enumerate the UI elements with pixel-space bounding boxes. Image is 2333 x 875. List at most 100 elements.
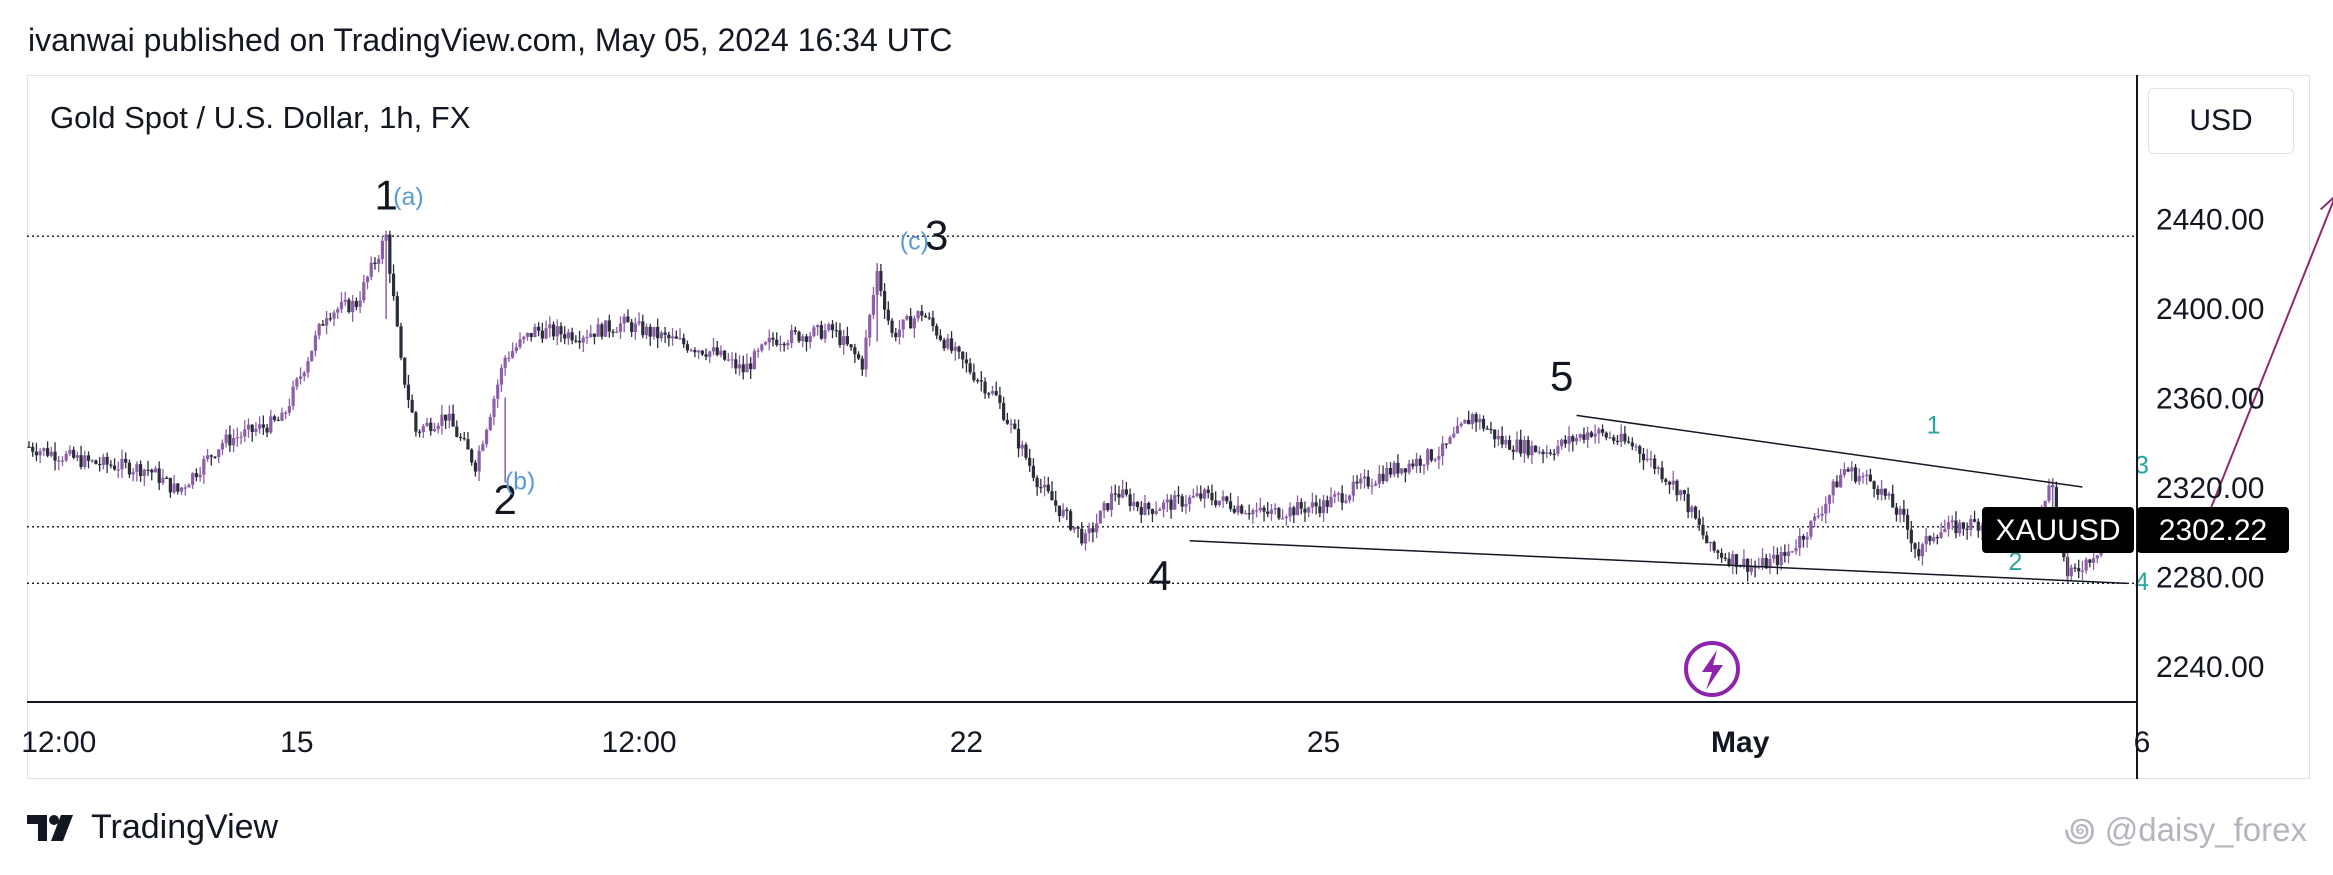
candle-body — [1872, 481, 1876, 489]
candle-body — [1593, 433, 1597, 437]
candle-body — [458, 436, 463, 439]
candle-body — [1656, 467, 1660, 469]
candle-body — [306, 361, 310, 373]
candle-body — [1150, 509, 1155, 514]
candle-body — [1042, 484, 1047, 488]
candle-body — [395, 296, 399, 327]
candle-body — [1355, 481, 1359, 484]
candle-body — [1511, 449, 1515, 452]
candle-body — [816, 325, 820, 328]
candle-body — [1463, 419, 1467, 424]
candle-body — [990, 391, 995, 394]
projection-arrow — [2200, 196, 2333, 533]
candle-body — [1273, 508, 1277, 510]
candle-body — [317, 324, 321, 336]
candle-body — [362, 282, 366, 301]
candle-body — [109, 464, 113, 466]
candle-body — [1162, 502, 1166, 510]
candle-body — [406, 384, 411, 400]
candle-body — [1206, 489, 1210, 493]
candle-body — [1891, 493, 1895, 508]
candle-body — [633, 323, 637, 332]
candle-body — [1809, 520, 1813, 537]
candle-body — [101, 456, 105, 466]
candle-body — [1906, 514, 1910, 530]
candle-body — [1236, 505, 1240, 513]
tradingview-logo[interactable]: TradingView — [27, 808, 278, 847]
candle-body — [544, 328, 548, 339]
candle-body — [27, 446, 31, 448]
candle-body — [953, 346, 957, 351]
candle-body — [1433, 459, 1437, 461]
candle-body — [1827, 495, 1832, 504]
candle-body — [1969, 519, 1973, 530]
wave-label: 2 — [493, 476, 516, 523]
candle-body — [224, 434, 228, 444]
candle-body — [1180, 496, 1184, 507]
candle-body — [168, 477, 172, 493]
flash-badge[interactable] — [1684, 641, 1740, 697]
candle-body — [1333, 494, 1337, 497]
candle-body — [1266, 511, 1270, 514]
candle-body — [856, 354, 861, 359]
candle-body — [1199, 493, 1203, 499]
candle-body — [804, 336, 809, 342]
candle-body — [377, 258, 381, 264]
candle-body — [2092, 558, 2096, 563]
candle-body — [514, 347, 518, 352]
candle-body — [1046, 484, 1050, 492]
candle-body — [1109, 493, 1114, 511]
candle-body — [589, 333, 593, 337]
candle-body — [46, 448, 50, 456]
candle-body — [581, 337, 585, 343]
candle-body — [1481, 418, 1486, 429]
candle-body — [339, 301, 344, 310]
candle-body — [243, 429, 247, 437]
candle-body — [1403, 468, 1407, 473]
candle-body — [1545, 452, 1549, 455]
wave-label: 5 — [1550, 353, 1573, 400]
candle-body — [176, 483, 180, 492]
candle-body — [741, 364, 745, 373]
candle-body — [1556, 446, 1560, 454]
candle-body — [1608, 437, 1612, 439]
candle-body — [838, 330, 842, 345]
candle-body — [410, 399, 414, 413]
candle-body — [57, 460, 61, 462]
candle-body — [1467, 419, 1471, 425]
candle-body — [284, 412, 288, 414]
candle-body — [1303, 508, 1307, 513]
candle-body — [927, 317, 931, 319]
candle-body — [1344, 500, 1348, 503]
candle-body — [883, 290, 887, 310]
candle-body — [537, 326, 541, 331]
time-tick-label: 12:00 — [21, 726, 96, 759]
candles — [27, 230, 2129, 584]
candle-body — [700, 350, 704, 355]
wave-label: 1 — [1927, 411, 1941, 439]
candle-body — [1902, 508, 1906, 515]
candle-body — [272, 416, 277, 420]
wave-label: 4 — [1148, 552, 1171, 599]
candle-body — [209, 455, 213, 457]
currency-button[interactable]: USD — [2148, 88, 2294, 154]
candle-body — [548, 324, 552, 329]
price-tick-label: 2360.00 — [2156, 382, 2264, 415]
candle-body — [380, 240, 384, 259]
candle-body — [1638, 446, 1642, 454]
candle-body — [760, 344, 764, 351]
candle-body — [1786, 551, 1791, 556]
candle-body — [1370, 485, 1374, 487]
candle-body — [1679, 490, 1683, 496]
candle-body — [265, 427, 269, 433]
candle-body — [235, 437, 239, 439]
candle-body — [455, 426, 459, 437]
candle-body — [793, 330, 797, 332]
candle-body — [86, 455, 91, 461]
symbol-title[interactable]: Gold Spot / U.S. Dollar, 1h, FX — [50, 100, 471, 135]
candle-body — [1024, 444, 1028, 458]
candle-body — [1653, 458, 1657, 469]
candle-body — [637, 321, 641, 324]
candle-body — [1924, 536, 1928, 545]
